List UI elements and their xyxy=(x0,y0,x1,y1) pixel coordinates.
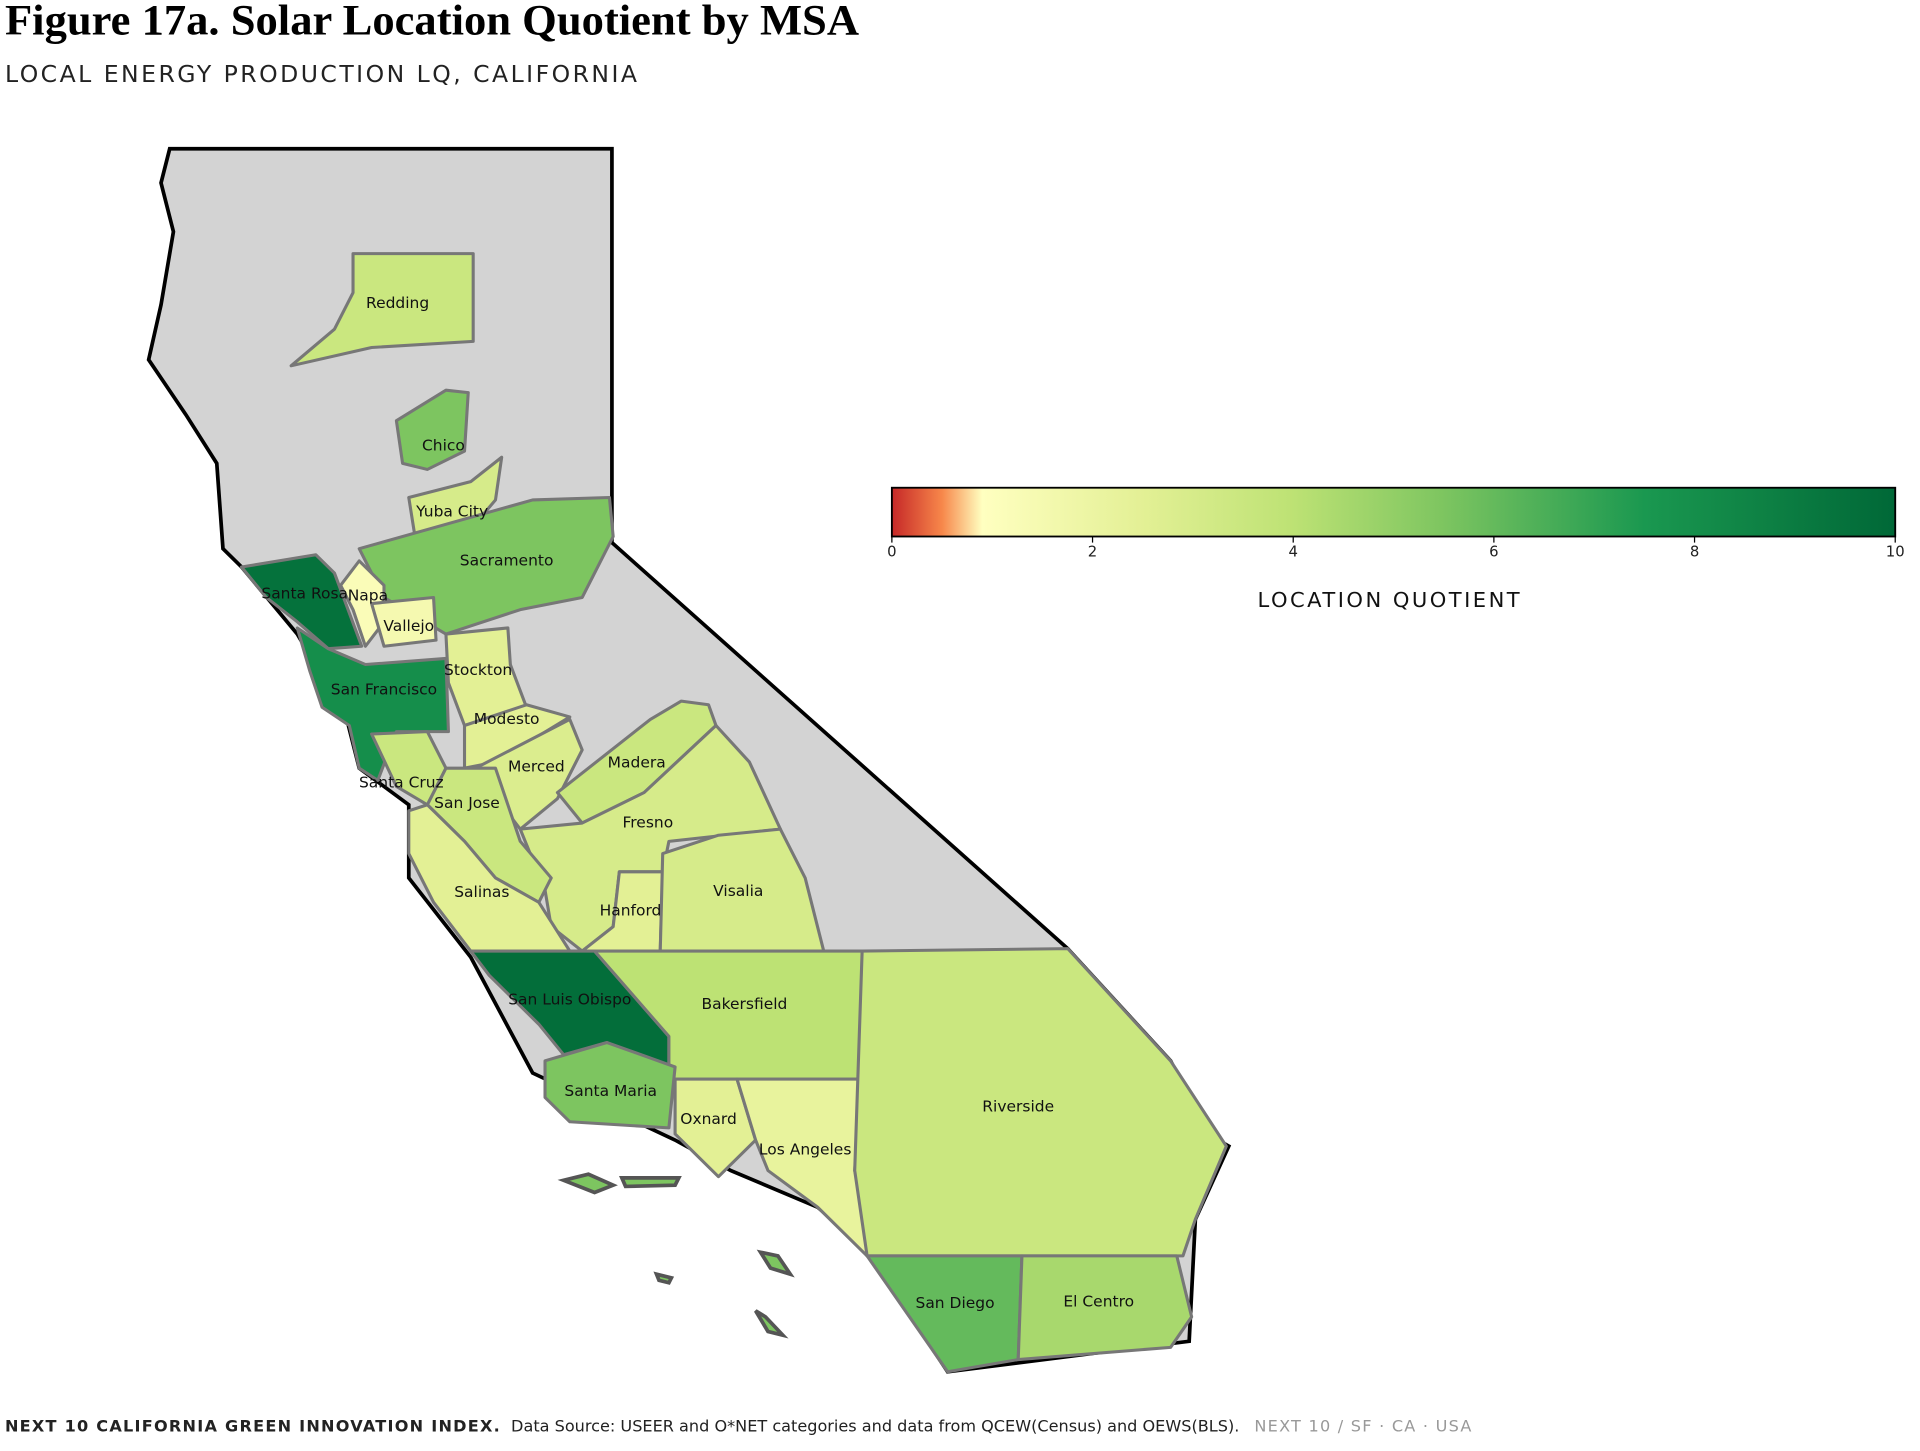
colorbar-tick-label: 0 xyxy=(887,543,896,560)
region xyxy=(370,595,438,648)
region xyxy=(1016,1254,1194,1362)
region-label: Salinas xyxy=(454,883,509,901)
island xyxy=(756,1249,795,1278)
region-label: Visalia xyxy=(713,882,763,900)
island xyxy=(754,1309,789,1339)
region-label: Stockton xyxy=(444,661,512,679)
region xyxy=(673,1077,758,1179)
region xyxy=(853,947,1228,1258)
subtitle: LOCAL ENERGY PRODUCTION LQ, CALIFORNIA xyxy=(5,60,640,88)
region-label: Redding xyxy=(366,294,429,312)
region-label: San Jose xyxy=(434,794,500,812)
colorbar-tick-label: 6 xyxy=(1489,543,1498,560)
colorbar-label: LOCATION QUOTIENT xyxy=(1258,588,1523,612)
region-label: Madera xyxy=(608,754,666,772)
region xyxy=(543,1041,677,1130)
region-label: San Francisco xyxy=(331,681,437,699)
region-label: Santa Cruz xyxy=(359,773,444,791)
region-label: Sacramento xyxy=(460,551,554,569)
footer: NEXT 10 CALIFORNIA GREEN INNOVATION INDE… xyxy=(5,1416,1473,1435)
region-label: Vallejo xyxy=(383,617,434,635)
colorbar-tick-label: 10 xyxy=(1886,543,1905,560)
islands xyxy=(557,1172,795,1339)
footer-brand: NEXT 10 / SF · CA · USA xyxy=(1254,1416,1472,1435)
region-label: Chico xyxy=(422,437,465,455)
region-label: El Centro xyxy=(1063,1293,1134,1311)
region-label: Los Angeles xyxy=(759,1140,851,1158)
region-label: Modesto xyxy=(474,710,540,728)
region-label: San Diego xyxy=(915,1294,994,1312)
region xyxy=(865,1254,1024,1374)
region xyxy=(240,553,364,651)
island xyxy=(557,1172,618,1195)
colorbar-ramp xyxy=(890,486,1897,538)
region-label: Hanford xyxy=(600,901,662,919)
region-label: Merced xyxy=(508,758,565,776)
region xyxy=(394,388,470,471)
island xyxy=(653,1271,675,1285)
region xyxy=(289,252,475,368)
footer-org: NEXT 10 CALIFORNIA GREEN INNOVATION INDE… xyxy=(5,1416,501,1435)
region-label: Riverside xyxy=(982,1098,1054,1116)
title: Figure 17a. Solar Location Quotient by M… xyxy=(5,0,859,44)
footer-source: Data Source: USEER and O*NET categories … xyxy=(511,1416,1239,1435)
colorbar-tick-label: 2 xyxy=(1088,543,1097,560)
region-label: Santa Maria xyxy=(564,1082,657,1100)
colorbar-tick-label: 8 xyxy=(1690,543,1699,560)
colorbar: LOCATION QUOTIENT 0 2 4 6 8 10 xyxy=(887,486,1905,612)
region-label: Santa Rosa xyxy=(261,584,348,602)
regions: Redding Chico Yuba City Sacramento Santa Ros… xyxy=(240,252,1228,1374)
colorbar-tick-label: 4 xyxy=(1288,543,1297,560)
region-label: Oxnard xyxy=(680,1110,737,1128)
region xyxy=(407,803,572,953)
region-label: San Luis Obispo xyxy=(508,990,631,1008)
island xyxy=(619,1176,682,1189)
region-label: Bakersfield xyxy=(702,995,788,1013)
region-label: Napa xyxy=(348,587,388,605)
region-label: Fresno xyxy=(623,814,674,832)
region-label: Yuba City xyxy=(415,503,488,521)
